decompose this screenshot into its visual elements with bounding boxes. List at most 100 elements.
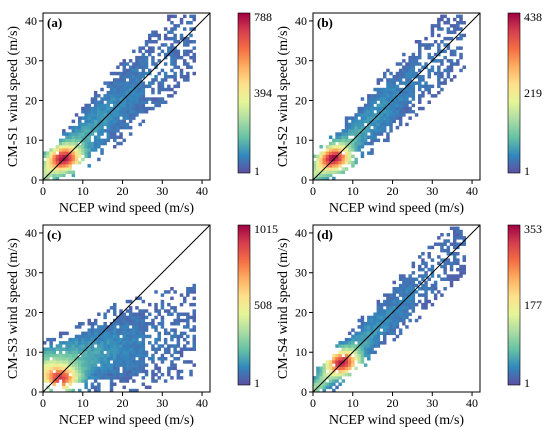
- x-ticks-c: 0 10 20 30 40: [40, 392, 208, 410]
- heatmap-cell: [367, 125, 371, 130]
- heatmap-cell: [125, 347, 130, 351]
- heatmap-cell: [141, 341, 146, 345]
- heatmap-cell: [163, 328, 168, 332]
- heatmap-cell: [81, 341, 85, 345]
- heatmap-cell: [360, 344, 365, 348]
- heatmap-cell: [97, 116, 101, 120]
- heatmap-cell: [84, 382, 88, 386]
- heatmap-cell: [376, 119, 381, 124]
- heatmap-cell: [138, 110, 142, 114]
- heatmap-cell: [132, 341, 136, 345]
- heatmap-cell: [427, 100, 431, 104]
- heatmap-cell: [367, 322, 371, 326]
- heatmap-cell: [357, 113, 361, 117]
- heatmap-cell: [100, 325, 104, 329]
- heatmap-cell: [116, 344, 120, 348]
- heatmap-cell: [116, 100, 120, 104]
- heatmap-cell: [62, 385, 66, 390]
- heatmap-cell: [93, 331, 98, 336]
- heatmap-cell: [386, 322, 390, 326]
- heatmap-cell: [186, 65, 190, 69]
- heatmap-cell: [414, 81, 419, 85]
- heatmap-cell: [395, 87, 400, 92]
- heatmap-cell: [78, 337, 82, 342]
- heatmap-cell: [52, 382, 56, 386]
- heatmap-cell: [319, 176, 323, 181]
- heatmap-cell: [90, 334, 95, 339]
- heatmap-cell: [360, 315, 365, 320]
- heatmap-cell: [430, 68, 435, 73]
- heatmap-cell: [116, 129, 120, 133]
- heatmap-cell: [122, 337, 126, 342]
- heatmap-cell: [405, 299, 409, 304]
- heatmap-cell: [148, 334, 152, 339]
- heatmap-cell: [424, 290, 428, 294]
- x-tick-label: 0: [310, 184, 316, 198]
- heatmap-cell: [78, 322, 82, 326]
- heatmap-cell: [93, 145, 98, 149]
- heatmap-cell: [84, 145, 88, 149]
- heatmap-cell: [116, 366, 120, 371]
- heatmap-cell: [408, 280, 412, 285]
- heatmap-cell: [65, 135, 69, 139]
- heatmap-cell: [440, 233, 444, 237]
- heatmap-cell: [125, 353, 130, 358]
- heatmap-cell: [183, 325, 187, 329]
- heatmap-cell: [395, 90, 400, 95]
- heatmap-cell: [103, 141, 107, 146]
- heatmap-cell: [338, 369, 342, 374]
- heatmap-cell: [78, 360, 82, 364]
- heatmap-cell: [179, 347, 184, 351]
- heatmap-a: [43, 14, 196, 181]
- heatmap-cell: [421, 78, 425, 82]
- heatmap-cell: [163, 78, 168, 82]
- heatmap-cell: [90, 337, 95, 342]
- heatmap-cell: [437, 81, 441, 85]
- heatmap-cell: [376, 90, 381, 95]
- heatmap-cell: [402, 293, 406, 297]
- heatmap-cell: [367, 116, 371, 120]
- heatmap-cell: [128, 306, 133, 310]
- heatmap-cell: [360, 328, 365, 332]
- heatmap-cell: [430, 27, 435, 31]
- heatmap-cell: [335, 160, 339, 165]
- heatmap-cell: [135, 315, 139, 320]
- heatmap-cell: [173, 78, 177, 82]
- heatmap-cell: [395, 103, 400, 108]
- heatmap-cell: [43, 350, 47, 355]
- heatmap-cell: [113, 363, 117, 367]
- heatmap-cell: [392, 293, 396, 297]
- heatmap-cell: [348, 363, 352, 367]
- heatmap-cell: [462, 33, 466, 38]
- heatmap-cell: [322, 154, 326, 159]
- heatmap-cell: [132, 388, 136, 393]
- heatmap-cell: [443, 239, 447, 243]
- heatmap-cell: [74, 148, 79, 152]
- heatmap-cell: [141, 360, 146, 364]
- heatmap-cell: [408, 277, 412, 281]
- heatmap-cell: [65, 372, 69, 377]
- heatmap-cell: [373, 334, 377, 339]
- heatmap-cell: [97, 110, 101, 114]
- heatmap-cell: [144, 110, 149, 114]
- heatmap-cell: [58, 357, 63, 361]
- heatmap-cell: [440, 248, 444, 253]
- heatmap-cell: [367, 100, 371, 104]
- colorbar-min-d: 1: [524, 376, 530, 390]
- heatmap-cell: [49, 344, 53, 348]
- heatmap-cell: [141, 328, 146, 332]
- heatmap-cell: [68, 382, 72, 386]
- heatmap-cell: [449, 261, 454, 266]
- heatmap-cell: [357, 350, 361, 355]
- heatmap-cell: [106, 366, 111, 371]
- heatmap-cell: [192, 302, 196, 307]
- heatmap-cell: [418, 55, 422, 60]
- heatmap-cell: [62, 331, 66, 336]
- heatmap-cell: [128, 97, 133, 101]
- heatmap-cell: [84, 132, 88, 136]
- heatmap-cell: [421, 90, 425, 95]
- heatmap-cell: [125, 357, 130, 361]
- heatmap-cell: [58, 360, 63, 364]
